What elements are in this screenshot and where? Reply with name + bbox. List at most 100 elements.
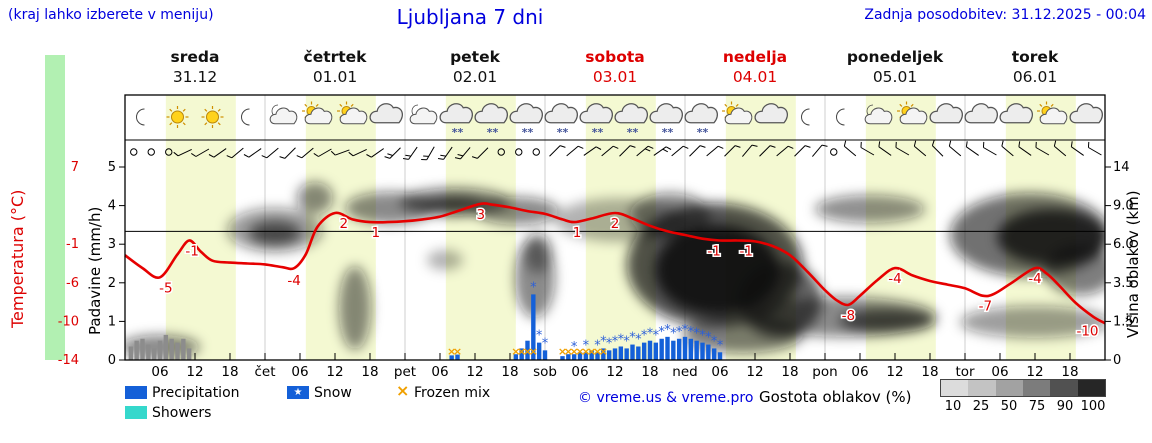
- copyright-link[interactable]: © vreme.us & vreme.pro: [578, 390, 754, 406]
- svg-text:*: *: [530, 280, 537, 295]
- svg-text:3: 3: [477, 207, 486, 223]
- frozen-mix-legend-label: Frozen mix: [414, 385, 491, 401]
- scale-segment: [968, 380, 996, 396]
- svg-text:*: *: [647, 327, 654, 342]
- svg-text:pon: pon: [812, 364, 837, 380]
- scale-value: 75: [1028, 399, 1046, 414]
- svg-text:*: *: [542, 336, 549, 351]
- svg-text:-1: -1: [707, 244, 720, 260]
- svg-text:*: *: [676, 325, 683, 340]
- weather-icon: **: [544, 103, 578, 139]
- svg-text:*: *: [606, 336, 613, 351]
- day-name: ponedeljek: [847, 48, 944, 66]
- weather-icon: [369, 103, 403, 124]
- svg-text:×: ×: [529, 345, 538, 358]
- svg-text:*: *: [682, 323, 689, 338]
- day-date: 02.01: [453, 68, 497, 86]
- precipitation-legend-label: Precipitation: [152, 385, 240, 401]
- day-headers: sreda 31.12 četrtek 01.01 petek 02.01 sobota 03…: [171, 48, 1059, 86]
- svg-text:**: **: [592, 126, 604, 139]
- svg-text:-4: -4: [888, 271, 901, 287]
- svg-text:3: 3: [108, 237, 116, 252]
- weather-icon: **: [579, 103, 613, 139]
- svg-text:-1: -1: [740, 244, 753, 260]
- svg-text:*: *: [688, 325, 695, 340]
- svg-text:-4: -4: [287, 273, 300, 289]
- weather-icon: [864, 104, 893, 125]
- day-name: četrtek: [304, 48, 368, 66]
- day-date: 01.01: [313, 68, 357, 86]
- svg-text:tor: tor: [955, 364, 975, 380]
- svg-text:×: ×: [447, 345, 456, 358]
- svg-text:12: 12: [746, 364, 763, 380]
- svg-text:2: 2: [611, 216, 620, 232]
- day-name: torek: [1012, 48, 1059, 66]
- svg-text:sob: sob: [533, 364, 557, 380]
- svg-text:1: 1: [108, 314, 116, 329]
- svg-text:-10: -10: [1076, 323, 1098, 339]
- day-date: 05.01: [873, 68, 917, 86]
- svg-text:×: ×: [564, 345, 573, 358]
- temperature-axis-label: Temperatura (°C): [8, 189, 27, 329]
- day-date: 04.01: [733, 68, 777, 86]
- frozen-mix-icon: ×: [396, 381, 410, 400]
- weather-icon: [136, 108, 145, 126]
- precip-bars: ×× ×××*×**××*××*××*×*×* * * * * * * * * * * * * * * * * * *…: [128, 280, 724, 360]
- svg-text:×: ×: [599, 345, 608, 358]
- svg-text:3.5: 3.5: [1113, 276, 1134, 291]
- weather-icons: ** ** ** ** ** ** ** **: [136, 101, 1103, 139]
- svg-text:×: ×: [523, 345, 532, 358]
- weather-icon: [836, 108, 845, 126]
- weather-icon: [897, 101, 928, 125]
- svg-text:18: 18: [921, 364, 938, 380]
- svg-text:06: 06: [851, 364, 868, 380]
- svg-text:ned: ned: [672, 364, 697, 380]
- svg-text:*: *: [641, 329, 648, 344]
- svg-text:2: 2: [108, 276, 116, 291]
- svg-text:12: 12: [466, 364, 483, 380]
- weather-icon: [964, 103, 998, 124]
- svg-text:1: 1: [372, 225, 381, 241]
- svg-text:6.0: 6.0: [1113, 237, 1134, 252]
- temperature-axis-strip: [45, 55, 65, 360]
- svg-text:12: 12: [886, 364, 903, 380]
- svg-text:×: ×: [511, 345, 520, 358]
- snow-swatch: ★: [287, 386, 309, 399]
- svg-text:*: *: [583, 338, 590, 353]
- weather-icon: [409, 104, 438, 125]
- svg-text:5: 5: [108, 160, 116, 175]
- svg-text:*: *: [571, 340, 578, 355]
- weather-icon: **: [684, 103, 718, 139]
- day-date: 06.01: [1013, 68, 1057, 86]
- svg-text:-5: -5: [159, 280, 172, 296]
- scale-value: 100: [1080, 399, 1106, 414]
- day-name: petek: [450, 48, 501, 66]
- svg-text:×: ×: [593, 345, 602, 358]
- svg-text:-10: -10: [58, 314, 79, 329]
- svg-text:18: 18: [1061, 364, 1078, 380]
- weather-icon: [269, 104, 298, 125]
- svg-text:18: 18: [641, 364, 658, 380]
- svg-text:-14: -14: [58, 353, 79, 368]
- svg-text:06: 06: [991, 364, 1008, 380]
- scale-value: 90: [1056, 399, 1074, 414]
- svg-text:*: *: [693, 327, 700, 342]
- svg-text:**: **: [522, 126, 534, 139]
- weather-icon: [801, 108, 810, 126]
- svg-text:18: 18: [361, 364, 378, 380]
- cloud-density-layer: [125, 182, 1105, 359]
- weather-icon: **: [509, 103, 543, 139]
- svg-text:**: **: [452, 126, 464, 139]
- x-axis-labels: 06 12 18 06 12 18 06 12 18 06 12 18 06 12 18 06 12 18 06 12…: [151, 353, 1079, 380]
- svg-text:×: ×: [453, 345, 462, 358]
- svg-text:-7: -7: [979, 299, 992, 315]
- precipitation-swatch: [125, 386, 147, 399]
- svg-text:**: **: [662, 126, 674, 139]
- svg-text:**: **: [627, 126, 639, 139]
- weather-icon: [999, 103, 1033, 124]
- svg-text:18: 18: [501, 364, 518, 380]
- weather-icon: [337, 101, 368, 125]
- weather-icon: **: [474, 103, 508, 139]
- meteogram-chart: 57 144 9.03-1 6.02-6 3.51-10 1.50-14 006 12 18 06…: [58, 48, 1134, 380]
